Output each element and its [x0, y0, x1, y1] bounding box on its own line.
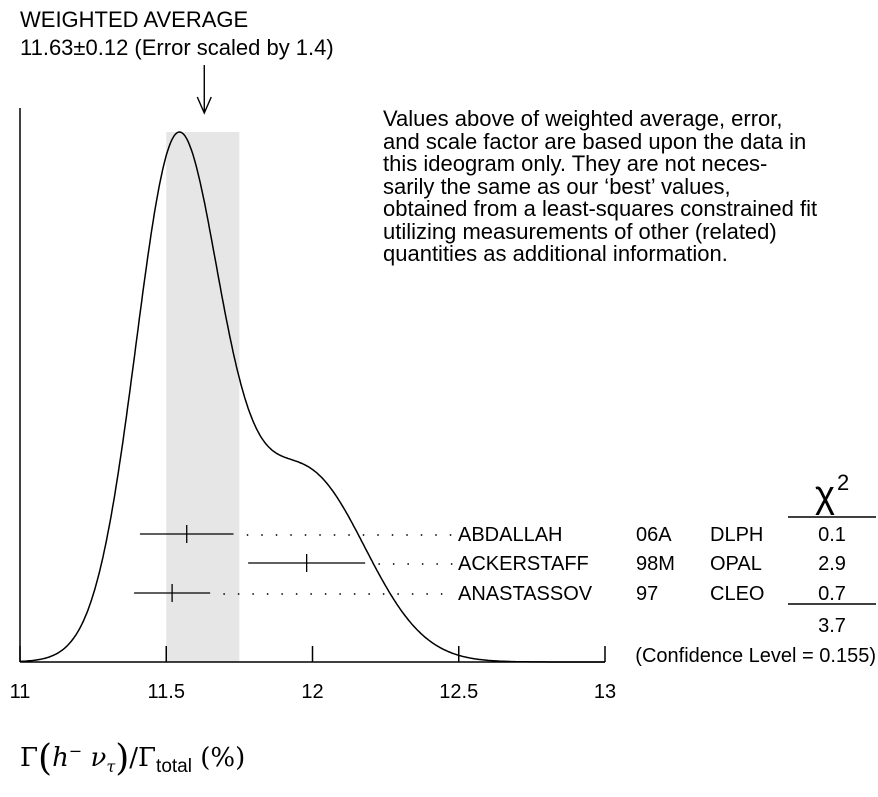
- leader-dot: [324, 593, 327, 595]
- leader-dot: [295, 593, 298, 595]
- leader-dot: [348, 534, 350, 536]
- leader-dot: [223, 593, 226, 595]
- weighted-average-band: [166, 132, 240, 662]
- measurement-author: ANASTASSOV: [458, 583, 593, 605]
- leader-dot: [397, 593, 400, 595]
- leader-dot: [339, 593, 342, 595]
- leader-dot: [421, 563, 424, 565]
- leader-dot: [449, 534, 452, 536]
- x-tick-label: 11: [10, 681, 31, 703]
- leader-dot: [420, 534, 423, 536]
- measurement-experiment: OPAL: [710, 553, 762, 575]
- leader-dot: [378, 563, 381, 565]
- leader-dot: [377, 534, 379, 536]
- measurement-chi2: 0.7: [818, 583, 846, 605]
- measurement-experiment: CLEO: [710, 583, 764, 605]
- x-tick-label: 11.5: [148, 681, 185, 703]
- chi2-header-exponent: 2: [837, 470, 849, 495]
- leader-dot: [362, 534, 365, 536]
- measurement-rows: ABDALLAH 06A DLPH 0.1 ACKERSTAFF 98M OPAL 2.9 AN…: [134, 524, 846, 605]
- leader-dot: [333, 534, 336, 536]
- leader-dot: [266, 593, 269, 595]
- chi2-header: χ: [815, 474, 835, 516]
- confidence-level: (Confidence Level = 0.155): [635, 645, 876, 667]
- x-ticks: 11 11.5 12 12.5 13: [10, 646, 616, 703]
- chi2-total: 3.7: [818, 615, 846, 637]
- measurement-year: 98M: [636, 553, 675, 575]
- leader-dot: [426, 593, 429, 595]
- measurement-experiment: DLPH: [710, 524, 763, 546]
- leader-dot: [290, 534, 292, 536]
- leader-dot: [391, 534, 394, 536]
- leader-dot: [310, 593, 313, 595]
- measurement-chi2: 0.1: [818, 524, 846, 546]
- leader-dot: [411, 593, 414, 595]
- x-tick-label: 13: [594, 681, 616, 703]
- measurement-author: ACKERSTAFF: [458, 553, 589, 575]
- x-tick-label: 12.5: [439, 681, 478, 703]
- leader-dot: [382, 593, 385, 595]
- chart-title-line2: 11.63±0.12 (Error scaled by 1.4): [20, 35, 334, 60]
- measurement-year: 06A: [636, 524, 672, 546]
- leader-dot: [275, 534, 278, 536]
- leader-dot: [319, 534, 321, 536]
- leader-dot: [252, 593, 255, 595]
- leader-dot: [435, 534, 437, 536]
- leader-dot: [281, 593, 284, 595]
- leader-dot: [237, 593, 240, 595]
- measurement-year: 97: [636, 583, 658, 605]
- measurement-chi2: 2.9: [818, 553, 846, 575]
- chart-title-line1: WEIGHTED AVERAGE: [20, 7, 248, 32]
- leader-dot: [261, 534, 263, 536]
- leader-dot: [436, 563, 439, 565]
- leader-dot: [406, 534, 408, 536]
- leader-dot: [440, 593, 443, 595]
- leader-dot: [407, 563, 410, 565]
- x-axis-title: Γ(h− ντ)/Γtotal (%): [20, 738, 246, 779]
- down-arrow-icon: [196, 65, 212, 115]
- leader-dot: [353, 593, 356, 595]
- measurement-author: ABDALLAH: [458, 524, 563, 546]
- ideogram-note: Values above of weighted average, error,…: [383, 106, 818, 266]
- leader-dot: [246, 534, 249, 536]
- leader-dot: [392, 563, 395, 565]
- x-tick-label: 12: [301, 681, 323, 703]
- leader-dot: [368, 593, 371, 595]
- leader-dot: [304, 534, 307, 536]
- leader-dot: [450, 563, 453, 565]
